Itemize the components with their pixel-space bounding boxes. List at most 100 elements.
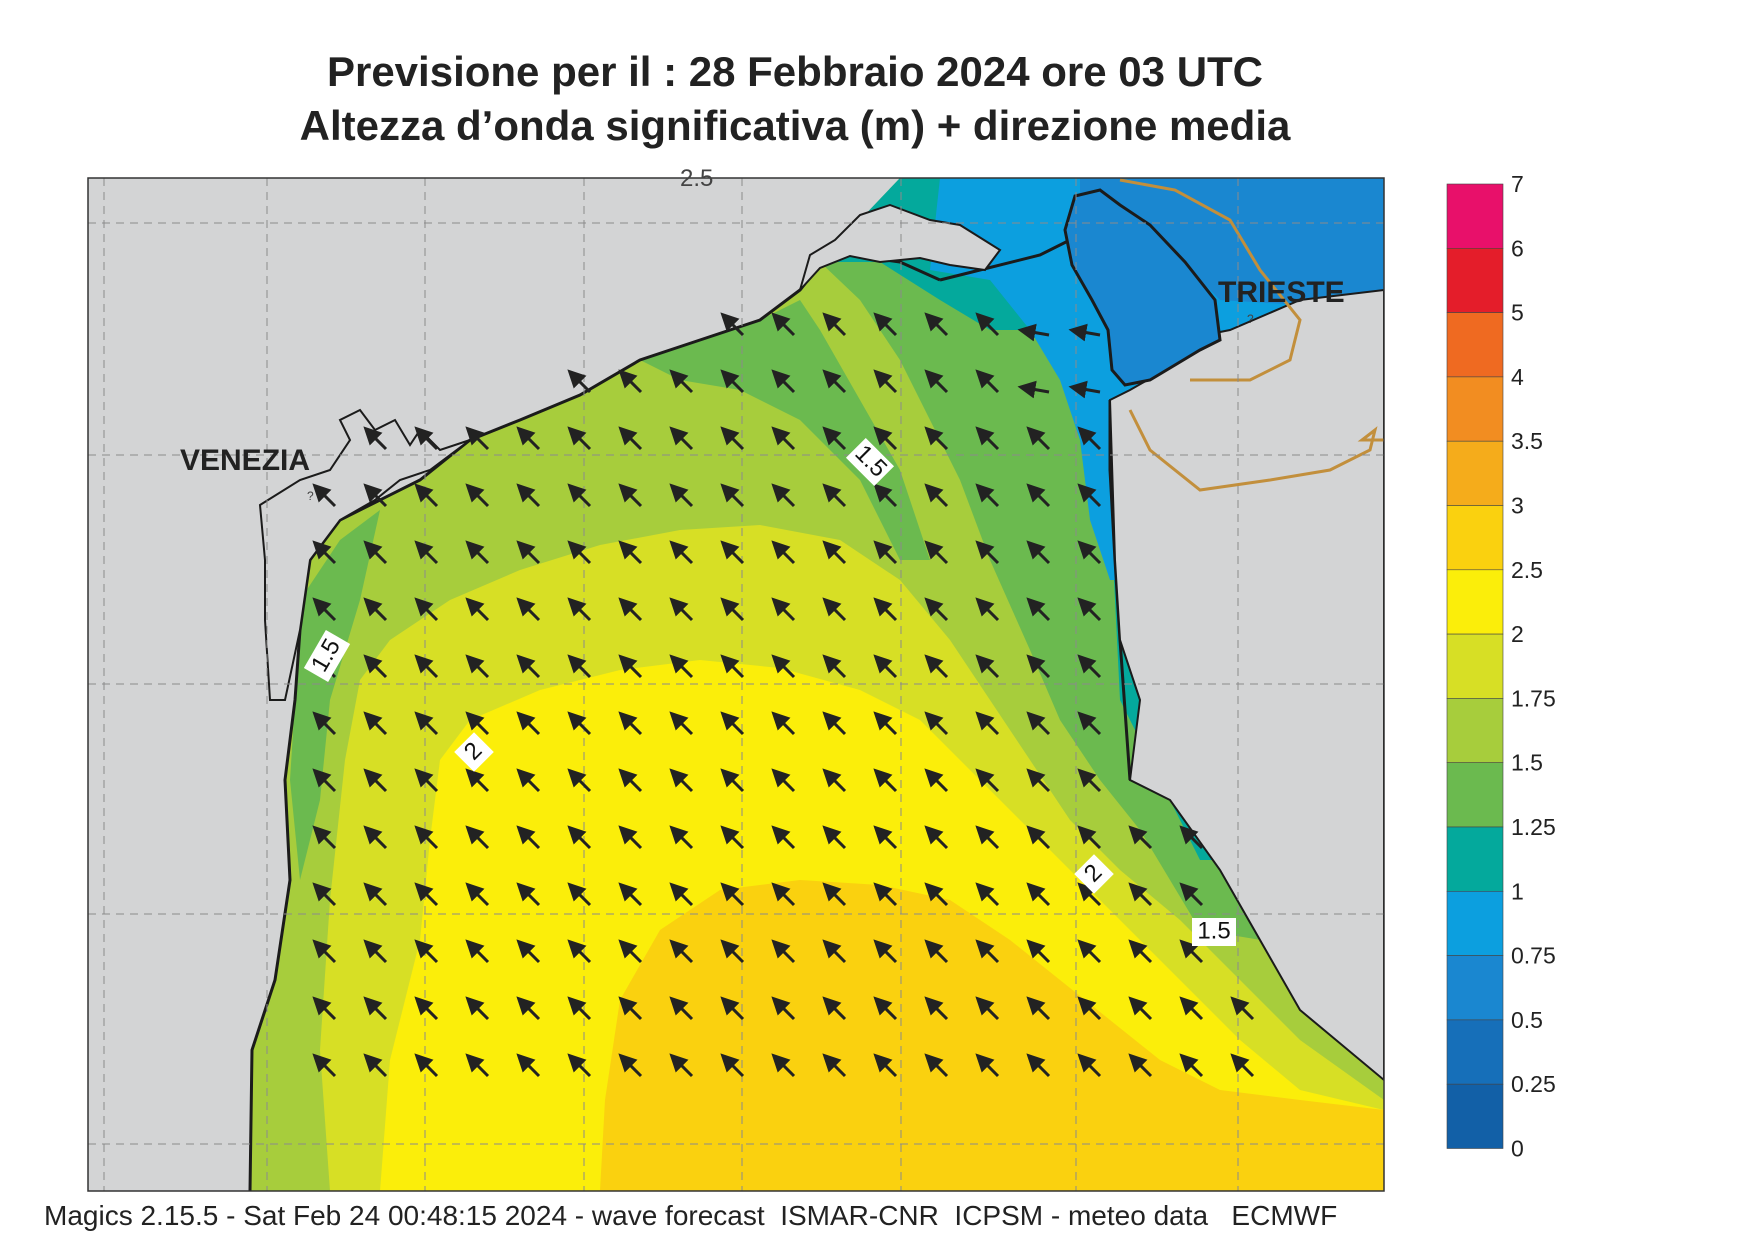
wave-arrow (924, 882, 949, 907)
map-title: Previsione per il : 28 Febbraio 2024 ore… (326, 48, 1264, 95)
wave-arrow (669, 654, 694, 679)
wave-arrow (312, 882, 337, 907)
colorbar-swatch (1446, 698, 1504, 764)
wave-arrow (975, 312, 1000, 337)
wave-arrow (771, 597, 796, 622)
wave-arrow (720, 939, 745, 964)
wave-arrow (975, 711, 1000, 736)
wave-arrow (822, 939, 847, 964)
wave-arrow (771, 483, 796, 508)
wave-arrow (771, 996, 796, 1021)
wave-arrow (924, 540, 949, 565)
wave-arrow (567, 483, 592, 508)
wave-arrow (1026, 654, 1051, 679)
grado-land (799, 203, 1002, 291)
colorbar-swatch (1446, 762, 1504, 828)
wave-arrow (465, 483, 490, 508)
wave-arrow (312, 768, 337, 793)
wave-arrow (771, 369, 796, 394)
wave-arrow (1068, 380, 1101, 399)
wave-arrow (822, 483, 847, 508)
wave-arrow (1017, 380, 1050, 399)
wave-arrow (822, 1053, 847, 1078)
wave-arrow (873, 768, 898, 793)
wave-arrow (822, 540, 847, 565)
wave-arrow (822, 711, 847, 736)
colorbar-swatch (1446, 248, 1504, 313)
wave-arrow (363, 483, 388, 508)
wave-arrow (975, 1053, 1000, 1078)
wave-arrow (567, 711, 592, 736)
map-subtitle: Altezza d’onda significativa (m) + direz… (299, 102, 1291, 149)
grid-lines (88, 178, 1384, 1191)
wave-arrow (1077, 426, 1102, 451)
colorbar-swatch (1446, 826, 1504, 892)
wave-arrow (771, 882, 796, 907)
wave-arrow (1026, 426, 1051, 451)
wave-arrow (1077, 768, 1102, 793)
colorbar-swatch (1446, 890, 1504, 956)
wave-arrow (669, 711, 694, 736)
colorbar-swatch (1446, 183, 1504, 249)
wave-arrow (1026, 483, 1051, 508)
wave-arrow (414, 426, 439, 451)
wave-arrow (363, 654, 388, 679)
wave-arrow (873, 426, 898, 451)
wave-arrow (975, 825, 1000, 850)
wave-arrow (975, 369, 1000, 394)
wave-arrow (516, 882, 541, 907)
colorbar-tick-label: 7 (1511, 171, 1524, 197)
wave-arrow (1026, 768, 1051, 793)
wave-arrow (363, 540, 388, 565)
wave-arrow (567, 825, 592, 850)
colorbar: 7 6 5 4 3.5 3 2.5 2 1.75 1.5 1.25 1 0.75 0.5 0.25 0 (1446, 171, 1556, 1162)
wave-arrow (1179, 882, 1204, 907)
wave-arrow (465, 711, 490, 736)
wave-arrow (567, 426, 592, 451)
wave-arrow (363, 597, 388, 622)
wave-arrow (720, 825, 745, 850)
wave-arrow (1026, 825, 1051, 850)
wave-arrow (873, 1053, 898, 1078)
wave-arrow (669, 540, 694, 565)
wave-arrow (720, 996, 745, 1021)
wave-arrow (822, 825, 847, 850)
wave-arrow (771, 540, 796, 565)
wave-arrow (822, 882, 847, 907)
colorbar-swatch (1446, 1083, 1504, 1149)
wave-arrow (1026, 1053, 1051, 1078)
wave-arrow (516, 426, 541, 451)
wave-arrow (312, 1053, 337, 1078)
wave-arrow (363, 882, 388, 907)
wave-arrow (465, 654, 490, 679)
wave-arrow (618, 1053, 643, 1078)
wave-arrow (465, 882, 490, 907)
wave-arrow (1026, 711, 1051, 736)
wave-arrow (669, 768, 694, 793)
wave-arrow (312, 540, 337, 565)
wave-arrow (873, 882, 898, 907)
wave-arrow (516, 1053, 541, 1078)
wave-arrow (669, 939, 694, 964)
wave-arrow (516, 768, 541, 793)
wave-arrow (465, 996, 490, 1021)
wave-arrow (516, 597, 541, 622)
wave-arrow (1128, 882, 1153, 907)
wave-arrow (567, 939, 592, 964)
wave-arrow (567, 654, 592, 679)
wave-arrow (1077, 996, 1102, 1021)
wave-arrow (618, 369, 643, 394)
city-marker: ? (1247, 312, 1254, 326)
city-label-trieste: TRIESTE (1218, 276, 1345, 309)
wave-arrow (414, 1053, 439, 1078)
wave-arrow (975, 426, 1000, 451)
colorbar-swatch (1446, 955, 1504, 1021)
wave-arrow (822, 654, 847, 679)
wave-arrow (873, 825, 898, 850)
wave-arrow (669, 825, 694, 850)
city-label-venezia: VENEZIA (180, 444, 310, 477)
contour-label: 1.5 (1197, 917, 1230, 944)
wave-arrow (1077, 711, 1102, 736)
colorbar-tick-label: 0.25 (1511, 1071, 1556, 1097)
wave-arrow (516, 939, 541, 964)
